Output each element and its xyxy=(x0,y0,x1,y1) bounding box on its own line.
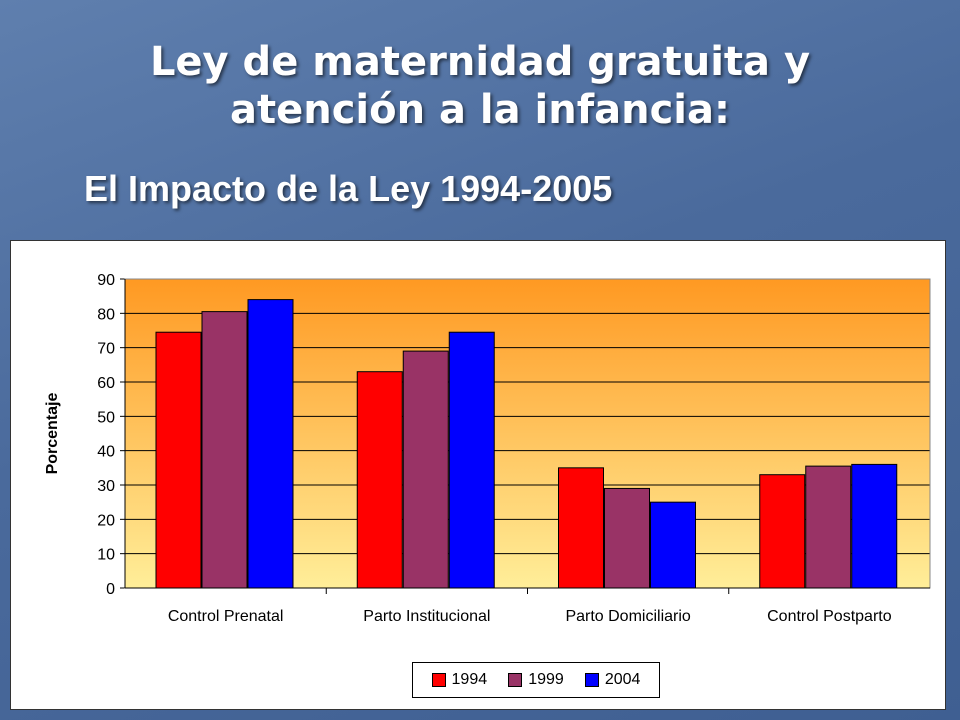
bar-2004 xyxy=(247,299,294,589)
y-tick-label: 0 xyxy=(106,581,115,598)
bar-1994 xyxy=(155,331,202,589)
x-tick-label: Parto Institucional xyxy=(363,608,490,625)
bar-1994 xyxy=(759,474,806,589)
y-tick-label: 40 xyxy=(97,444,115,461)
bar-1999 xyxy=(201,311,248,589)
legend-item-2004: 2004 xyxy=(584,671,641,689)
x-tick-label: Control Prenatal xyxy=(168,608,284,625)
bar-1999 xyxy=(604,487,650,589)
legend-label: 1994 xyxy=(451,671,488,688)
bar-1999 xyxy=(402,350,449,589)
bar-2004 xyxy=(448,331,495,589)
bar-chart: 0 10 20 30 40 50 60 70 80 90 Porcentaje Control Pre… xyxy=(44,272,931,625)
legend-label: 1999 xyxy=(528,671,564,688)
bar-1999 xyxy=(805,465,852,589)
slide-subtitle: El Impacto de la Ley 1994-2005 xyxy=(84,168,613,209)
y-tick-label: 60 xyxy=(97,375,115,392)
y-tick-label: 10 xyxy=(97,547,115,564)
legend-item-1999: 1999 xyxy=(508,671,564,689)
bar-1994 xyxy=(558,467,604,589)
y-axis-label: Porcentaje xyxy=(44,392,61,474)
y-tick-label: 80 xyxy=(97,306,115,323)
legend-swatch xyxy=(431,673,446,687)
chart-legend: 1994 1999 2004 xyxy=(412,662,660,698)
legend-swatch xyxy=(584,673,599,687)
bar-2004 xyxy=(851,463,898,589)
bar-2004 xyxy=(650,501,696,589)
y-tick-label: 70 xyxy=(97,341,115,358)
y-tick-label: 20 xyxy=(97,512,115,529)
y-tick-label: 50 xyxy=(97,409,115,426)
legend-label: 2004 xyxy=(604,671,641,688)
y-tick-label: 90 xyxy=(97,272,115,289)
y-tick-label: 30 xyxy=(97,478,115,495)
chart-area: 0 10 20 30 40 50 60 70 80 90 Porcentaje Control Pre… xyxy=(10,240,946,710)
x-tick-label: Parto Domiciliario xyxy=(565,608,690,625)
legend-swatch xyxy=(508,673,523,687)
x-tick-label: Control Postparto xyxy=(767,608,892,625)
legend-item-1994: 1994 xyxy=(431,671,488,689)
bar-1994 xyxy=(356,371,403,589)
slide-title: Ley de maternidad gratuita y atención a … xyxy=(149,39,811,133)
